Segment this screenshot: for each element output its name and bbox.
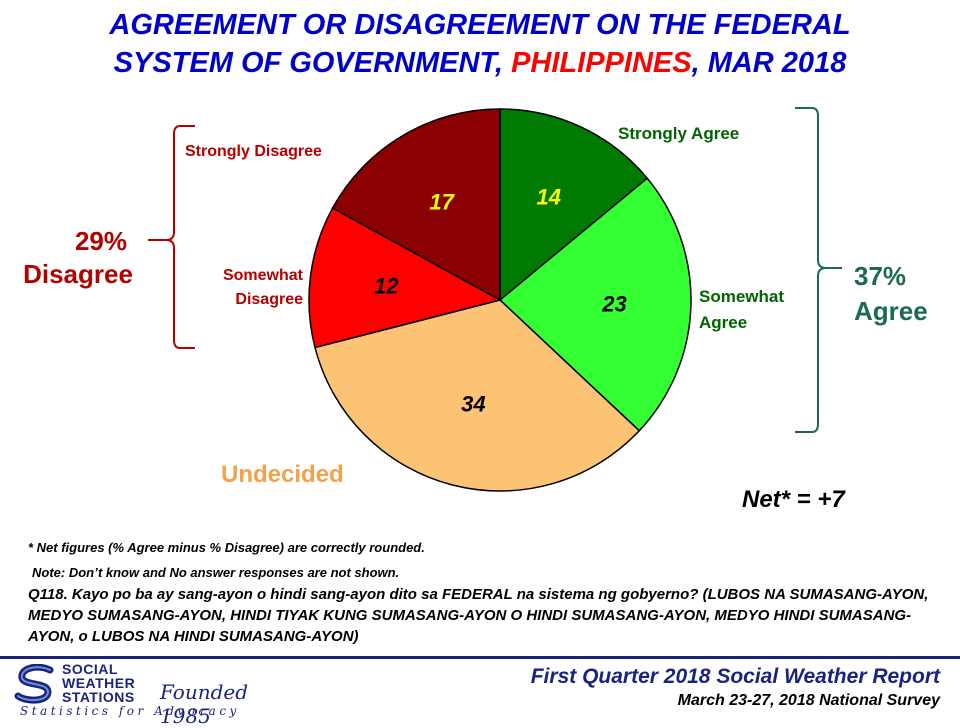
org-name-line2: WEATHER (62, 675, 136, 691)
org-name-line3: STATIONS (62, 689, 135, 705)
title-line-2-start: SYSTEM OF GOVERNMENT, (113, 47, 512, 79)
pie-slice-strongly-agree (499, 108, 649, 302)
org-name-line1: SOCIAL (62, 661, 118, 677)
survey-question: Q118. Kayo po ba ay sang-ayon o hindi sa… (28, 586, 929, 645)
label-undecided: Undecided (221, 461, 344, 488)
label-somewhat-disagree-line1: Somewhat (223, 267, 304, 284)
label-strongly-agree: Strongly Agree (618, 124, 739, 143)
title-country: PHILIPPINES (511, 47, 692, 79)
org-tagline: Statistics for Advocacy (20, 704, 240, 718)
chart-title: AGREEMENT OR DISAGREEMENT ON THE FEDERAL… (0, 6, 960, 82)
sws-s-logo-icon (14, 664, 54, 704)
label-somewhat-agree-line2: Agree (699, 313, 747, 332)
footer-divider (0, 656, 960, 659)
disagree-total-pct: 29% (75, 226, 127, 256)
disagree-total-label: Disagree (23, 259, 133, 289)
org-name: SOCIAL WEATHER STATIONS (62, 662, 135, 704)
pie-slice-undecided (314, 299, 641, 492)
pie-slice-strongly-disagree (331, 108, 501, 302)
agree-total-pct: 37% (854, 261, 906, 291)
title-line-2: SYSTEM OF GOVERNMENT, PHILIPPINES, MAR 2… (0, 44, 960, 82)
agree-total-label: Agree (854, 296, 928, 326)
value-label-somewhat-agree: 23 (601, 292, 626, 317)
label-strongly-disagree: Strongly Disagree (185, 143, 322, 160)
value-label-strongly-disagree: 17 (429, 189, 455, 214)
value-label-strongly-agree: 14 (537, 184, 561, 209)
pie-slice-somewhat-agree (498, 177, 692, 432)
title-line-1: AGREEMENT OR DISAGREEMENT ON THE FEDERAL (109, 9, 851, 41)
pie-slice-somewhat-disagree (308, 206, 503, 349)
net-footnote: * Net figures (% Agree minus % Disagree)… (28, 540, 425, 555)
label-somewhat-disagree-line2: Disagree (235, 291, 303, 308)
disagree-bracket (148, 125, 195, 349)
value-label-undecided: 34 (461, 392, 485, 417)
report-dates: March 23-27, 2018 National Survey (677, 692, 940, 709)
sws-logo: SOCIAL WEATHER STATIONS Founded 1985 Sta… (14, 662, 264, 728)
net-score: Net* = +7 (742, 486, 845, 513)
label-somewhat-agree-line1: Somewhat (699, 287, 784, 306)
report-info: First Quarter 2018 Social Weather Report… (531, 664, 940, 712)
pie-chart: 14 23 34 12 17 Strongly Agree Somewhat A… (23, 107, 928, 492)
agree-bracket (795, 107, 842, 433)
value-label-somewhat-disagree: 12 (374, 274, 399, 299)
dk-footnote: Note: Don’t know and No answer responses… (32, 565, 400, 580)
pie-slices (308, 108, 692, 492)
report-title: First Quarter 2018 Social Weather Report (530, 665, 940, 688)
title-line-2-end: , MAR 2018 (691, 47, 847, 79)
